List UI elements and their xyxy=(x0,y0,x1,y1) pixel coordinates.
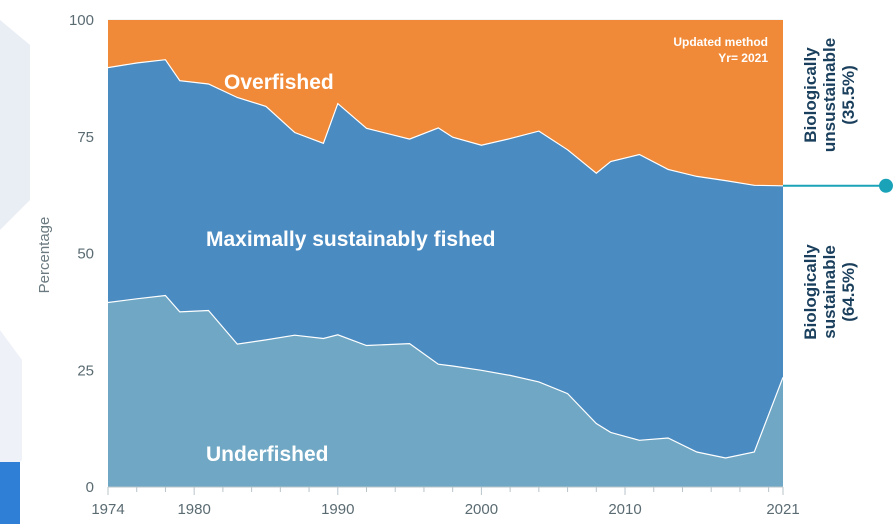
sustainable-side-label: Biologically sustainable (64.5%) xyxy=(801,244,858,340)
x-tick-marks xyxy=(107,487,784,495)
area-boundaries xyxy=(107,59,784,459)
y-tick-label-75: 75 xyxy=(77,129,94,146)
x-tick-label-1990: 1990 xyxy=(321,501,354,518)
decor-shape-top-left xyxy=(0,20,30,230)
unsustainable-side-label: Biologically unsustainable (35.5%) xyxy=(801,38,858,152)
area-maximally-sustainably-fished xyxy=(108,59,783,458)
updated-year-note: Yr= 2021 xyxy=(718,51,768,65)
stacked-areas xyxy=(108,20,783,487)
x-tick-label-2021: 2021 xyxy=(766,501,799,518)
series-label-maximally-sustainably-fished: Maximally sustainably fished xyxy=(206,228,495,251)
y-tick-label-25: 25 xyxy=(77,362,94,379)
x-tick-label-2000: 2000 xyxy=(465,501,498,518)
y-tick-label-0: 0 xyxy=(86,479,94,496)
series-label-overfished: Overfished xyxy=(224,71,334,94)
boundary-underfished xyxy=(107,294,784,459)
series-label-underfished: Underfished xyxy=(206,443,329,466)
decor-blue-tab xyxy=(0,462,20,524)
area-overfished xyxy=(108,20,783,186)
sustainability-marker-dot xyxy=(879,178,893,193)
unsustainable-label-line3: (35.5%) xyxy=(839,65,858,125)
boundary-maximally-sustainably-fished xyxy=(107,59,784,187)
unsustainable-label-line2: unsustainable xyxy=(820,38,839,152)
unsustainable-label-line1: Biologically xyxy=(801,47,820,143)
y-axis-title: Percentage xyxy=(36,217,53,294)
y-tick-labels: 0 25 50 75 100 xyxy=(69,12,94,496)
sustainable-label-line2: sustainable xyxy=(820,245,839,339)
updated-method-note: Updated method xyxy=(673,35,768,49)
x-tick-label-1974: 1974 xyxy=(91,501,124,518)
x-tick-label-1980: 1980 xyxy=(177,501,210,518)
y-tick-label-50: 50 xyxy=(77,246,94,263)
y-tick-label-100: 100 xyxy=(69,12,94,29)
sustainable-label-line3: (64.5%) xyxy=(839,262,858,322)
decor-shape-bottom-left xyxy=(0,330,22,480)
x-tick-labels: 1974 1980 1990 2000 2010 2021 xyxy=(91,501,799,518)
area-underfished xyxy=(108,295,783,487)
sustainable-label-line1: Biologically xyxy=(801,244,820,340)
x-tick-label-2010: 2010 xyxy=(608,501,641,518)
